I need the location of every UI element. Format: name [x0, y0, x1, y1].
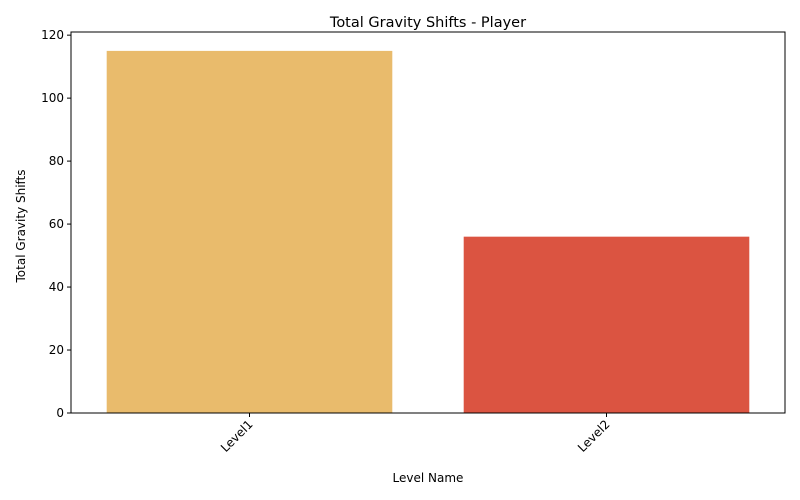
x-axis-title: Level Name: [393, 471, 464, 485]
bar-level2: [463, 236, 750, 413]
y-axis-ticks: 0 20 40 60 80 100 120: [41, 28, 71, 420]
plot-area-frame: [70, 31, 786, 414]
y-tick-label: 0: [56, 406, 64, 420]
y-tick-label: 60: [49, 217, 64, 231]
y-tick-label: 120: [41, 28, 64, 42]
y-tick-label: 80: [49, 154, 64, 168]
bar-level1: [106, 50, 393, 413]
chart-title: Total Gravity Shifts - Player: [329, 15, 526, 31]
y-tick-label: 20: [49, 343, 64, 357]
x-tick-label: Level2: [575, 417, 613, 455]
y-axis-title: Total Gravity Shifts: [14, 169, 28, 283]
x-tick-label: Level1: [218, 417, 256, 455]
y-tick-label: 40: [49, 280, 64, 294]
bars-group: [106, 50, 750, 413]
x-axis-ticks: Level1 Level2: [218, 413, 613, 455]
y-tick-label: 100: [41, 91, 64, 105]
